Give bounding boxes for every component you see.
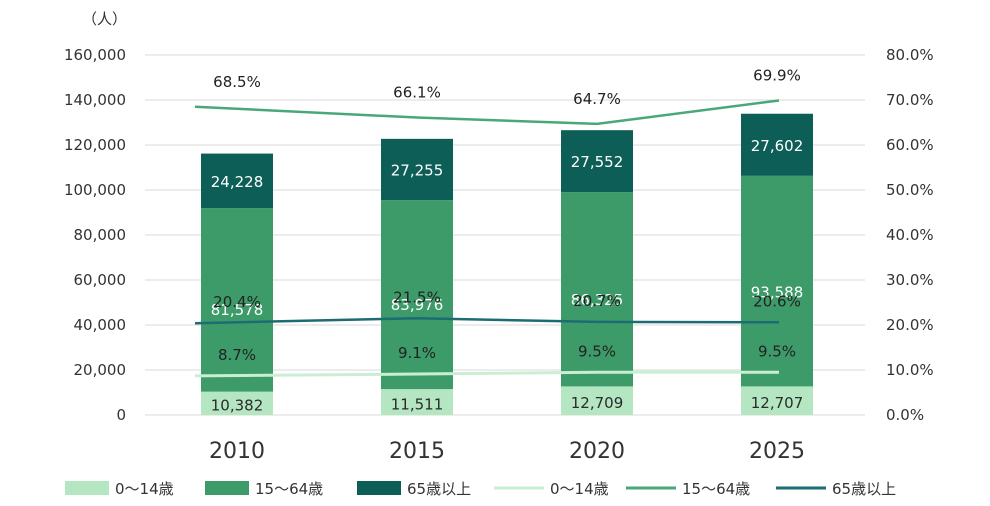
bar-segment-3 [561, 130, 633, 193]
line-value-label: 69.9% [753, 66, 801, 84]
legend: 0～14歳 15～64歳 65歳以上 0～14歳 15～64歳 65歳以上 [65, 480, 896, 498]
bar-value-label: 27,255 [391, 161, 444, 179]
line-value-label: 20.6% [753, 292, 801, 310]
legend-swatch-bar [205, 481, 249, 495]
y2-tick-label: 20.0% [886, 316, 934, 334]
bar-segment-1 [381, 389, 453, 415]
legend-label: 0～14歳 [550, 480, 609, 498]
lines [194, 99, 780, 378]
line-value-label: 9.5% [578, 342, 616, 360]
y-tick-label: 60,000 [74, 271, 127, 289]
y-tick-label: 100,000 [64, 181, 126, 199]
x-tick-label: 2015 [389, 439, 445, 464]
bar-segment-2 [561, 192, 633, 387]
bar-value-label: 27,602 [751, 137, 804, 155]
bar-value-label: 12,707 [751, 394, 804, 412]
y-tick-label: 40,000 [74, 316, 127, 334]
y-tick-label: 80,000 [74, 226, 127, 244]
y-tick-label: 0 [116, 406, 126, 424]
y2-tick-label: 50.0% [886, 181, 934, 199]
y2-tick-label: 70.0% [886, 91, 934, 109]
y-tick-label: 120,000 [64, 136, 126, 154]
bar-segment-1 [561, 386, 633, 415]
legend-label: 15～64歳 [682, 480, 750, 498]
y2-tick-label: 10.0% [886, 361, 934, 379]
legend-label: 0～14歳 [115, 480, 174, 498]
line-value-label: 8.7% [218, 346, 256, 364]
line-series-3 [194, 316, 780, 325]
y2-axis-ticks: 80.0% 70.0% 60.0% 50.0% 40.0% 30.0% 20.0% 10.0%… [886, 46, 934, 424]
bar-value-label: 11,511 [391, 395, 444, 413]
legend-label: 65歳以上 [407, 480, 471, 498]
legend-swatch-bar [357, 481, 401, 495]
bar-value-label: 86,325 [571, 291, 624, 309]
y2-tick-label: 40.0% [886, 226, 934, 244]
bar-value-label: 12,709 [571, 394, 624, 412]
legend-swatch-bar [65, 481, 109, 495]
y2-tick-label: 60.0% [886, 136, 934, 154]
x-tick-label: 2020 [569, 439, 625, 464]
bar-value-label: 81,578 [211, 301, 264, 319]
bar-segment-2 [381, 200, 453, 390]
line-series-2 [194, 99, 780, 126]
bar-segment-3 [381, 138, 453, 201]
y-axis-ticks: 160,000 140,000 120,000 100,000 80,000 60,000… [64, 46, 126, 424]
bar-segment-1 [201, 391, 273, 415]
legend-label: 65歳以上 [832, 480, 896, 498]
x-axis-ticks: 2010 2015 2020 2025 [209, 439, 805, 464]
y-axis-unit-label: （人） [82, 10, 127, 28]
y2-tick-label: 80.0% [886, 46, 934, 64]
legend-label: 15～64歳 [255, 480, 323, 498]
y-tick-label: 140,000 [64, 91, 126, 109]
data-labels: 10,382 81,578 24,228 11,511 83,976 27,255 12,7… [211, 66, 804, 414]
y-tick-label: 20,000 [74, 361, 127, 379]
bar-value-label: 27,552 [571, 153, 624, 171]
bar-segment-3 [741, 113, 813, 176]
bar-segment-2 [201, 208, 273, 392]
line-value-label: 21.5% [393, 288, 441, 306]
bar-segment-3 [201, 153, 273, 209]
line-value-label: 66.1% [393, 84, 441, 102]
line-value-label: 9.1% [398, 344, 436, 362]
bar-value-label: 83,976 [391, 296, 444, 314]
y2-tick-label: 0.0% [886, 406, 924, 424]
line-value-label: 9.5% [758, 342, 796, 360]
line-value-label: 20.4% [213, 293, 261, 311]
bar-value-label: 93,588 [751, 284, 804, 302]
bar-value-label: 24,228 [211, 173, 264, 191]
line-value-label: 20.7% [573, 292, 621, 310]
bar-segment-2 [741, 175, 813, 387]
y-tick-label: 160,000 [64, 46, 126, 64]
x-tick-label: 2010 [209, 439, 265, 464]
line-value-label: 68.5% [213, 73, 261, 91]
y2-tick-label: 30.0% [886, 271, 934, 289]
bar-value-label: 10,382 [211, 396, 264, 414]
bars [201, 113, 813, 415]
x-tick-label: 2025 [749, 439, 805, 464]
bar-segment-1 [741, 386, 813, 415]
line-series-1 [194, 370, 779, 378]
line-value-label: 64.7% [573, 90, 621, 108]
